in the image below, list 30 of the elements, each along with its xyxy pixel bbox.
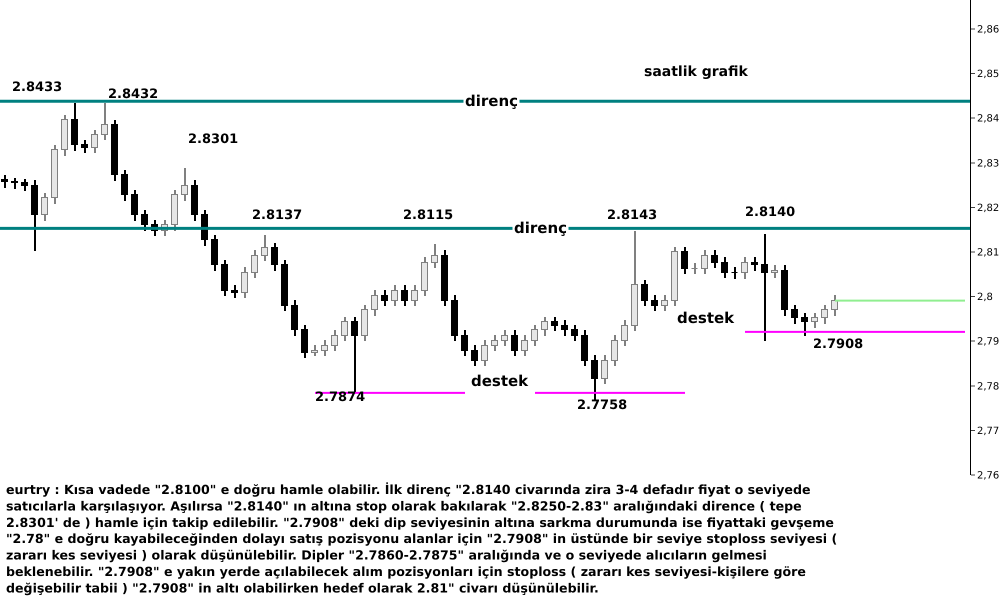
annotation: 2.8140 — [745, 205, 796, 220]
text: eurtry : Kısa vadede "2.8100" e doğru hamle olabilir. İlk direnç "2.8140 civarında zira 3-4 defadır fiyat o seviyede satıcılarla karşılaşıyor. Aşılırsa "2.8140" ın altına stop olarak bakılarak "2.8250-2.83" aralığındaki dirence ( tepe 2.8301' de ) hamle için takip edilebilir. "2.7908" deki dip seviyesinin altına sarkma durumunda ise fiyattaki gevşeme "2.78" e doğru kayabileceğinden dolayı satış pozisyonu alanlar için "2.7908" in üstünde bir seviye stoploss seviyesi ( zararı kes seviyesi ) olarak düşünülebilir. Dipler "2.7860-2.7875" aralığında ve o seviyede alıcıların gelmesi beklenebilir. "2.7908" e yakın yerde açılabilecek alım pozisyonları için stoploss ( zararı kes seviyesi-kişilere göre değişebilir tabii ) "2.7908" in altı olabilirken hedef olarak 2.81" civarı düşünülebilir. — [6, 482, 838, 596]
annotation: 2.7908 — [813, 337, 864, 352]
annotation: destek — [471, 372, 530, 390]
ref-line-label: direnç — [514, 219, 568, 237]
y-tick-label: 2,77 — [977, 426, 1000, 437]
y-tick-label: 2,85 — [977, 69, 1000, 80]
annotation: 2.7874 — [315, 390, 366, 405]
annotation: 2.8143 — [607, 208, 658, 223]
text: saatlik grafik — [644, 64, 748, 80]
y-tick-label: 2,8 — [977, 292, 993, 304]
y-tick-label: 2,86 — [977, 24, 1000, 36]
y-tick-label: 2,81 — [977, 248, 1000, 258]
annotation: 2.8115 — [403, 208, 454, 223]
annotation: 2.8137 — [252, 208, 302, 223]
annotation: destek — [677, 309, 736, 327]
candlestick — [761, 234, 768, 341]
y-tick-label: 2,83 — [977, 158, 1000, 170]
y-tick-label: 2,76 — [977, 470, 1000, 482]
y-tick-label: 2,84 — [977, 114, 1000, 125]
ref-line-label: direnç — [465, 92, 518, 110]
annotation: 2.7758 — [577, 398, 628, 413]
annotation: 2.8432 — [108, 87, 158, 102]
annotation: 2.8301 — [188, 132, 238, 147]
y-tick-label: 2,79 — [977, 336, 1000, 348]
candlestick — [691, 263, 698, 274]
y-tick-label: 2,82 — [977, 202, 1000, 214]
y-tick-label: 2,78 — [977, 381, 1000, 392]
annotation: 2.8433 — [12, 80, 62, 95]
candlestick — [731, 267, 738, 279]
